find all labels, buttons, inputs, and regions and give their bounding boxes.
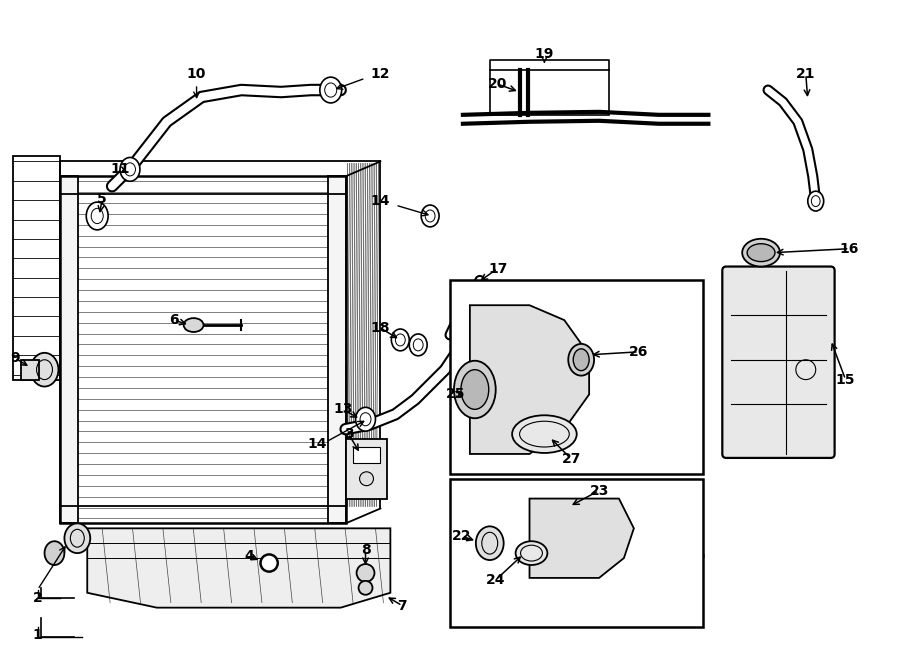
- Ellipse shape: [467, 286, 485, 307]
- Bar: [60, 176, 346, 524]
- Text: 9: 9: [10, 351, 20, 365]
- Ellipse shape: [86, 202, 108, 230]
- Ellipse shape: [65, 524, 90, 553]
- FancyBboxPatch shape: [723, 266, 834, 458]
- Ellipse shape: [184, 318, 203, 332]
- Text: 6: 6: [169, 313, 178, 327]
- Ellipse shape: [454, 361, 496, 418]
- Text: 11: 11: [111, 163, 130, 176]
- Ellipse shape: [260, 554, 278, 572]
- Text: 18: 18: [371, 321, 391, 335]
- Bar: [346, 439, 387, 498]
- Ellipse shape: [392, 329, 410, 351]
- Polygon shape: [470, 305, 590, 454]
- Text: 15: 15: [836, 373, 855, 387]
- Ellipse shape: [120, 157, 140, 181]
- Ellipse shape: [747, 244, 775, 262]
- Text: 12: 12: [371, 67, 391, 81]
- Text: 3: 3: [344, 427, 354, 441]
- Circle shape: [358, 581, 373, 595]
- Text: 23: 23: [590, 484, 608, 498]
- Polygon shape: [529, 498, 634, 578]
- Text: 17: 17: [488, 262, 508, 276]
- Text: 2: 2: [32, 591, 42, 605]
- Bar: [328, 176, 346, 524]
- Bar: [60, 176, 78, 524]
- Text: 26: 26: [629, 345, 649, 359]
- Text: 21: 21: [796, 67, 815, 81]
- Text: 25: 25: [446, 387, 465, 401]
- Ellipse shape: [320, 77, 342, 103]
- Text: 24: 24: [486, 573, 506, 587]
- Text: 7: 7: [398, 599, 407, 613]
- Text: 22: 22: [452, 529, 472, 543]
- Ellipse shape: [360, 472, 373, 486]
- Text: 16: 16: [840, 242, 860, 256]
- Ellipse shape: [742, 239, 780, 266]
- Text: 13: 13: [333, 403, 353, 416]
- Text: 19: 19: [535, 48, 554, 61]
- Text: 14: 14: [307, 437, 327, 451]
- Circle shape: [356, 564, 374, 582]
- Ellipse shape: [31, 353, 58, 387]
- Ellipse shape: [44, 541, 65, 565]
- Circle shape: [261, 555, 277, 571]
- Ellipse shape: [461, 369, 489, 409]
- Ellipse shape: [356, 407, 375, 431]
- Ellipse shape: [421, 205, 439, 227]
- Text: 4: 4: [245, 549, 254, 563]
- Polygon shape: [87, 528, 391, 607]
- Text: 8: 8: [361, 543, 371, 557]
- Text: 10: 10: [187, 67, 206, 81]
- Bar: [353, 447, 381, 463]
- Ellipse shape: [808, 191, 824, 211]
- Ellipse shape: [410, 334, 427, 356]
- Ellipse shape: [568, 344, 594, 375]
- Text: 1: 1: [32, 629, 42, 642]
- Text: 27: 27: [562, 452, 580, 466]
- Bar: [21, 360, 39, 379]
- Ellipse shape: [516, 541, 547, 565]
- Text: 20: 20: [488, 77, 508, 91]
- Bar: [450, 280, 704, 474]
- Text: 14: 14: [371, 194, 391, 208]
- Text: 5: 5: [97, 192, 107, 206]
- Bar: [450, 479, 704, 627]
- Ellipse shape: [573, 349, 590, 371]
- Ellipse shape: [476, 526, 504, 560]
- Ellipse shape: [512, 415, 577, 453]
- Bar: [490, 70, 609, 115]
